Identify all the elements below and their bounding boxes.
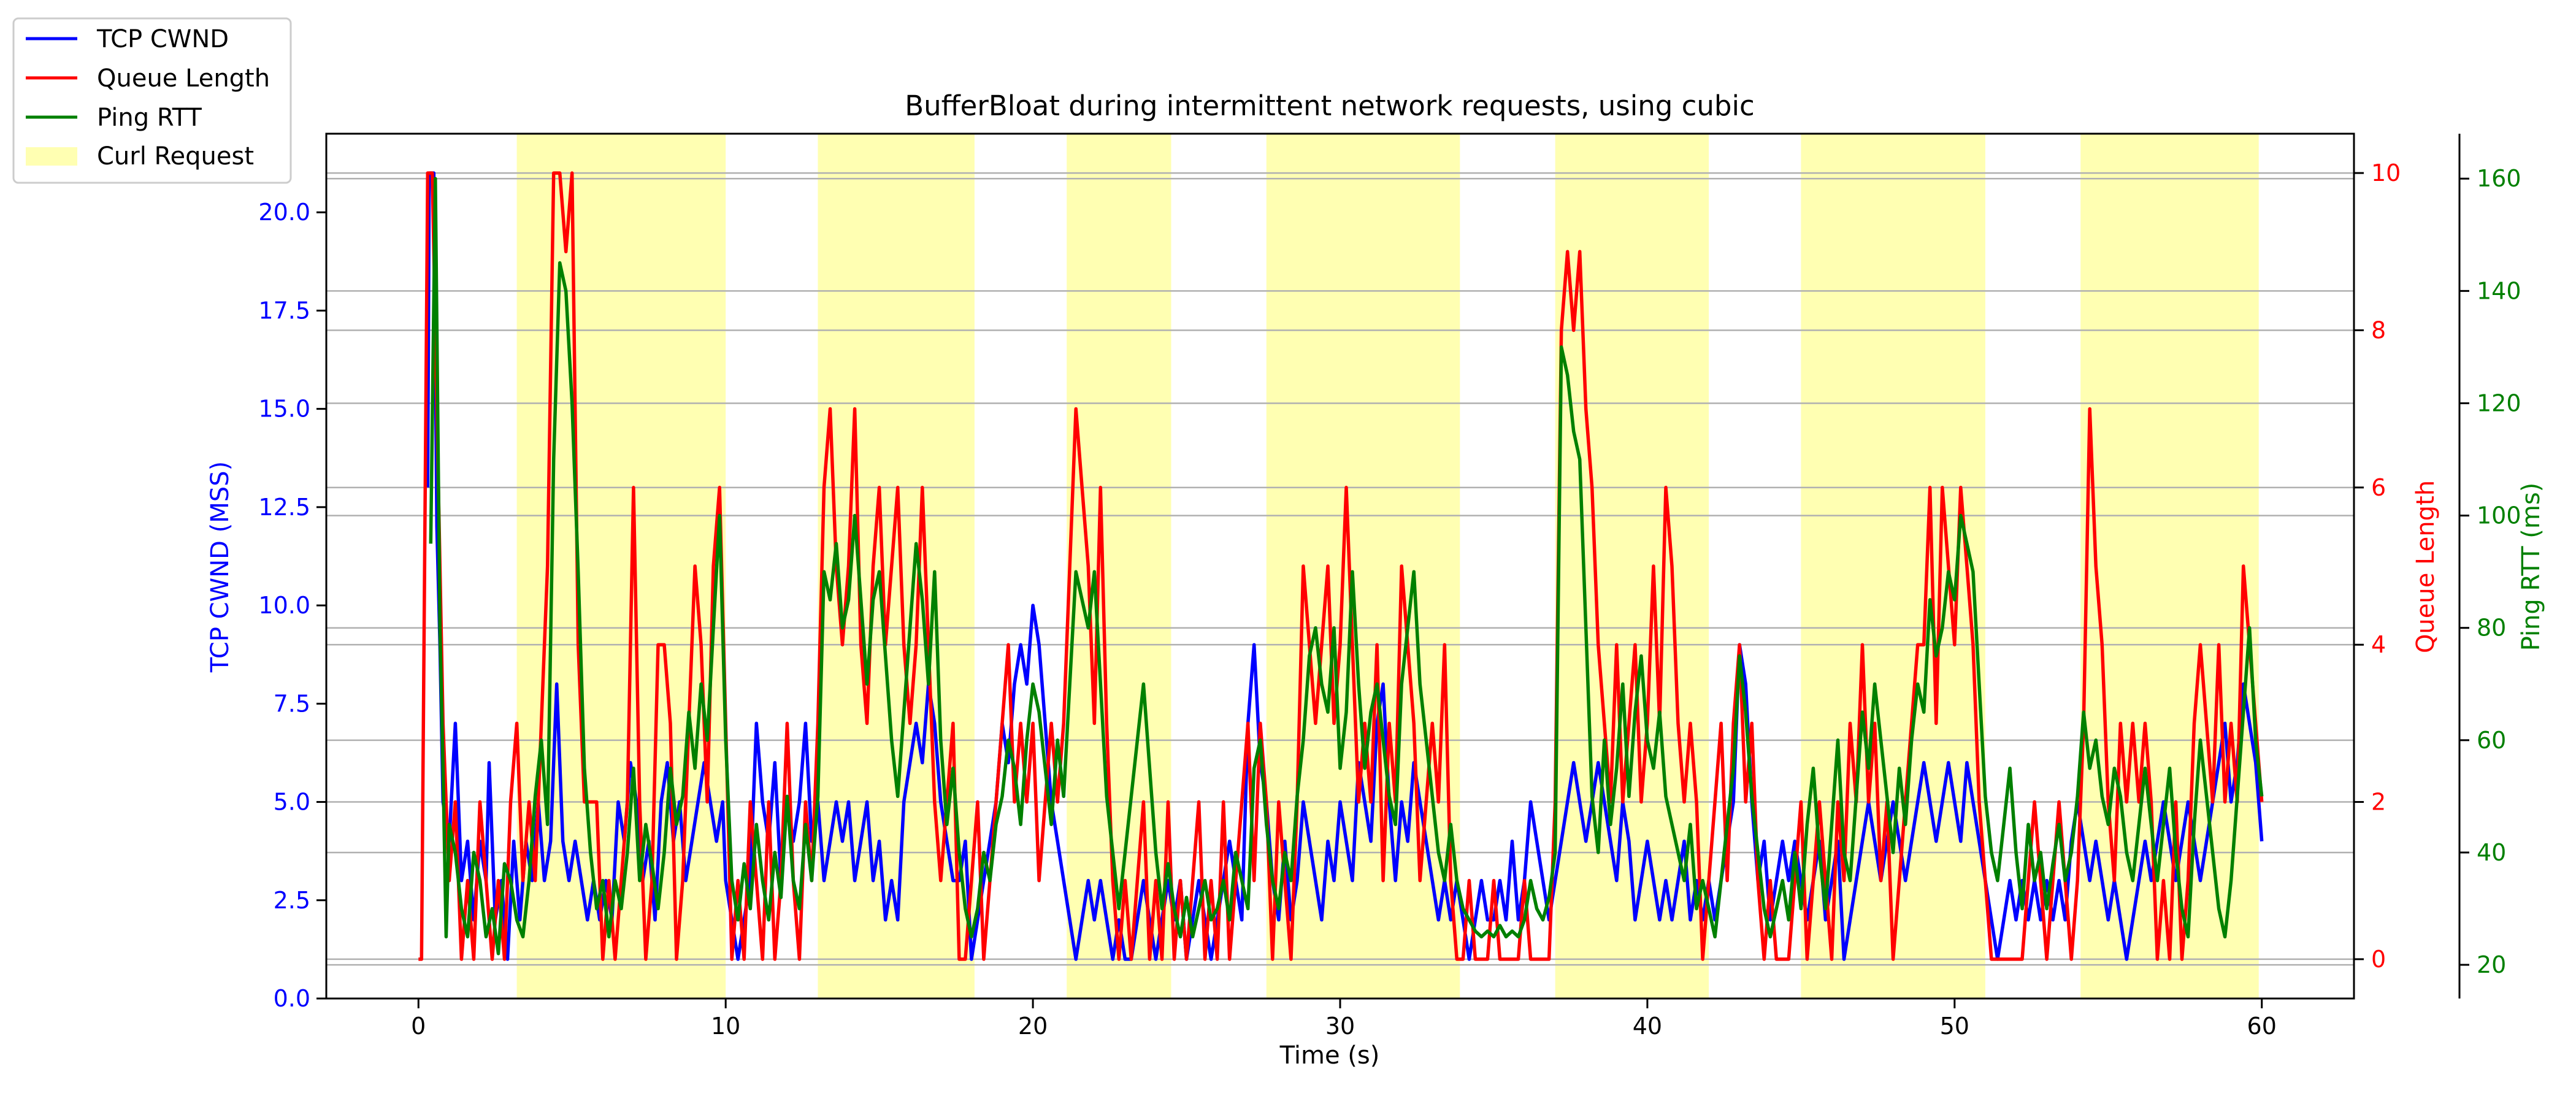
- legend: TCP CWND Queue Length Ping RTT Curl Requ…: [12, 17, 292, 184]
- left-axis-label: TCP CWND (MSS): [206, 461, 234, 673]
- rtt-tick-label: 40: [2477, 839, 2506, 866]
- left-tick-label: 12.5: [258, 494, 310, 521]
- curl-request-band-5: [1801, 134, 1985, 999]
- x-tick-label: 60: [2247, 1013, 2277, 1040]
- legend-label-queue: Queue Length: [97, 64, 270, 93]
- left-tick-label: 5.0: [274, 789, 310, 816]
- queue-tick-label: 10: [2371, 159, 2401, 186]
- left-tick-label: 20.0: [258, 199, 310, 226]
- left-tick-label: 10.0: [258, 592, 310, 619]
- legend-frame: [12, 17, 292, 184]
- rtt-tick-label: 80: [2477, 615, 2506, 642]
- series-lines: [418, 171, 2264, 961]
- curl-request-band-6: [2080, 134, 2259, 999]
- rtt-axis-label: Ping RTT (ms): [2517, 483, 2545, 651]
- x-tick-label: 50: [1940, 1013, 1969, 1040]
- rtt-tick-label: 60: [2477, 727, 2506, 754]
- left-tick-label: 7.5: [274, 690, 310, 717]
- rtt-tick-label: 100: [2477, 502, 2521, 529]
- curl-request-bands: [516, 134, 2259, 999]
- rtt-tick-label: 20: [2477, 951, 2506, 978]
- chart-title: BufferBloat during intermittent network …: [905, 90, 1754, 122]
- left-tick-label: 2.5: [274, 887, 310, 914]
- rtt-tick-label: 160: [2477, 165, 2521, 192]
- queue-tick-label: 0: [2371, 946, 2386, 973]
- legend-label-cwnd: TCP CWND: [96, 25, 229, 53]
- legend-label-rtt: Ping RTT: [97, 104, 202, 132]
- queue-tick-label: 2: [2371, 789, 2386, 816]
- x-tick-label: 40: [1633, 1013, 1662, 1040]
- rtt-tick-label: 120: [2477, 389, 2521, 416]
- legend-swatch-curl: [26, 147, 77, 166]
- x-tick-label: 0: [411, 1013, 426, 1040]
- queue-tick-label: 4: [2371, 631, 2386, 658]
- queue-tick-label: 6: [2371, 474, 2386, 501]
- queue-tick-label: 8: [2371, 316, 2386, 343]
- left-tick-label: 0.0: [274, 985, 310, 1012]
- x-tick-label: 20: [1018, 1013, 1048, 1040]
- x-axis-label: Time (s): [1279, 1041, 1380, 1070]
- curl-request-band-2: [1067, 134, 1171, 999]
- queue-axis-label: Queue Length: [2412, 480, 2440, 653]
- tick-marks: 0 10 20 30 40 50 600.02.55.07.510.012.515.017.…: [258, 159, 2521, 1040]
- x-tick-label: 10: [711, 1013, 740, 1040]
- series-line-ping-rtt: [429, 177, 2264, 956]
- left-tick-label: 17.5: [258, 297, 310, 324]
- rtt-tick-label: 140: [2477, 277, 2521, 304]
- series-line-tcp-cwnd: [426, 171, 2264, 961]
- left-tick-label: 15.0: [258, 396, 310, 423]
- legend-label-curl: Curl Request: [97, 142, 254, 171]
- x-tick-label: 30: [1325, 1013, 1355, 1040]
